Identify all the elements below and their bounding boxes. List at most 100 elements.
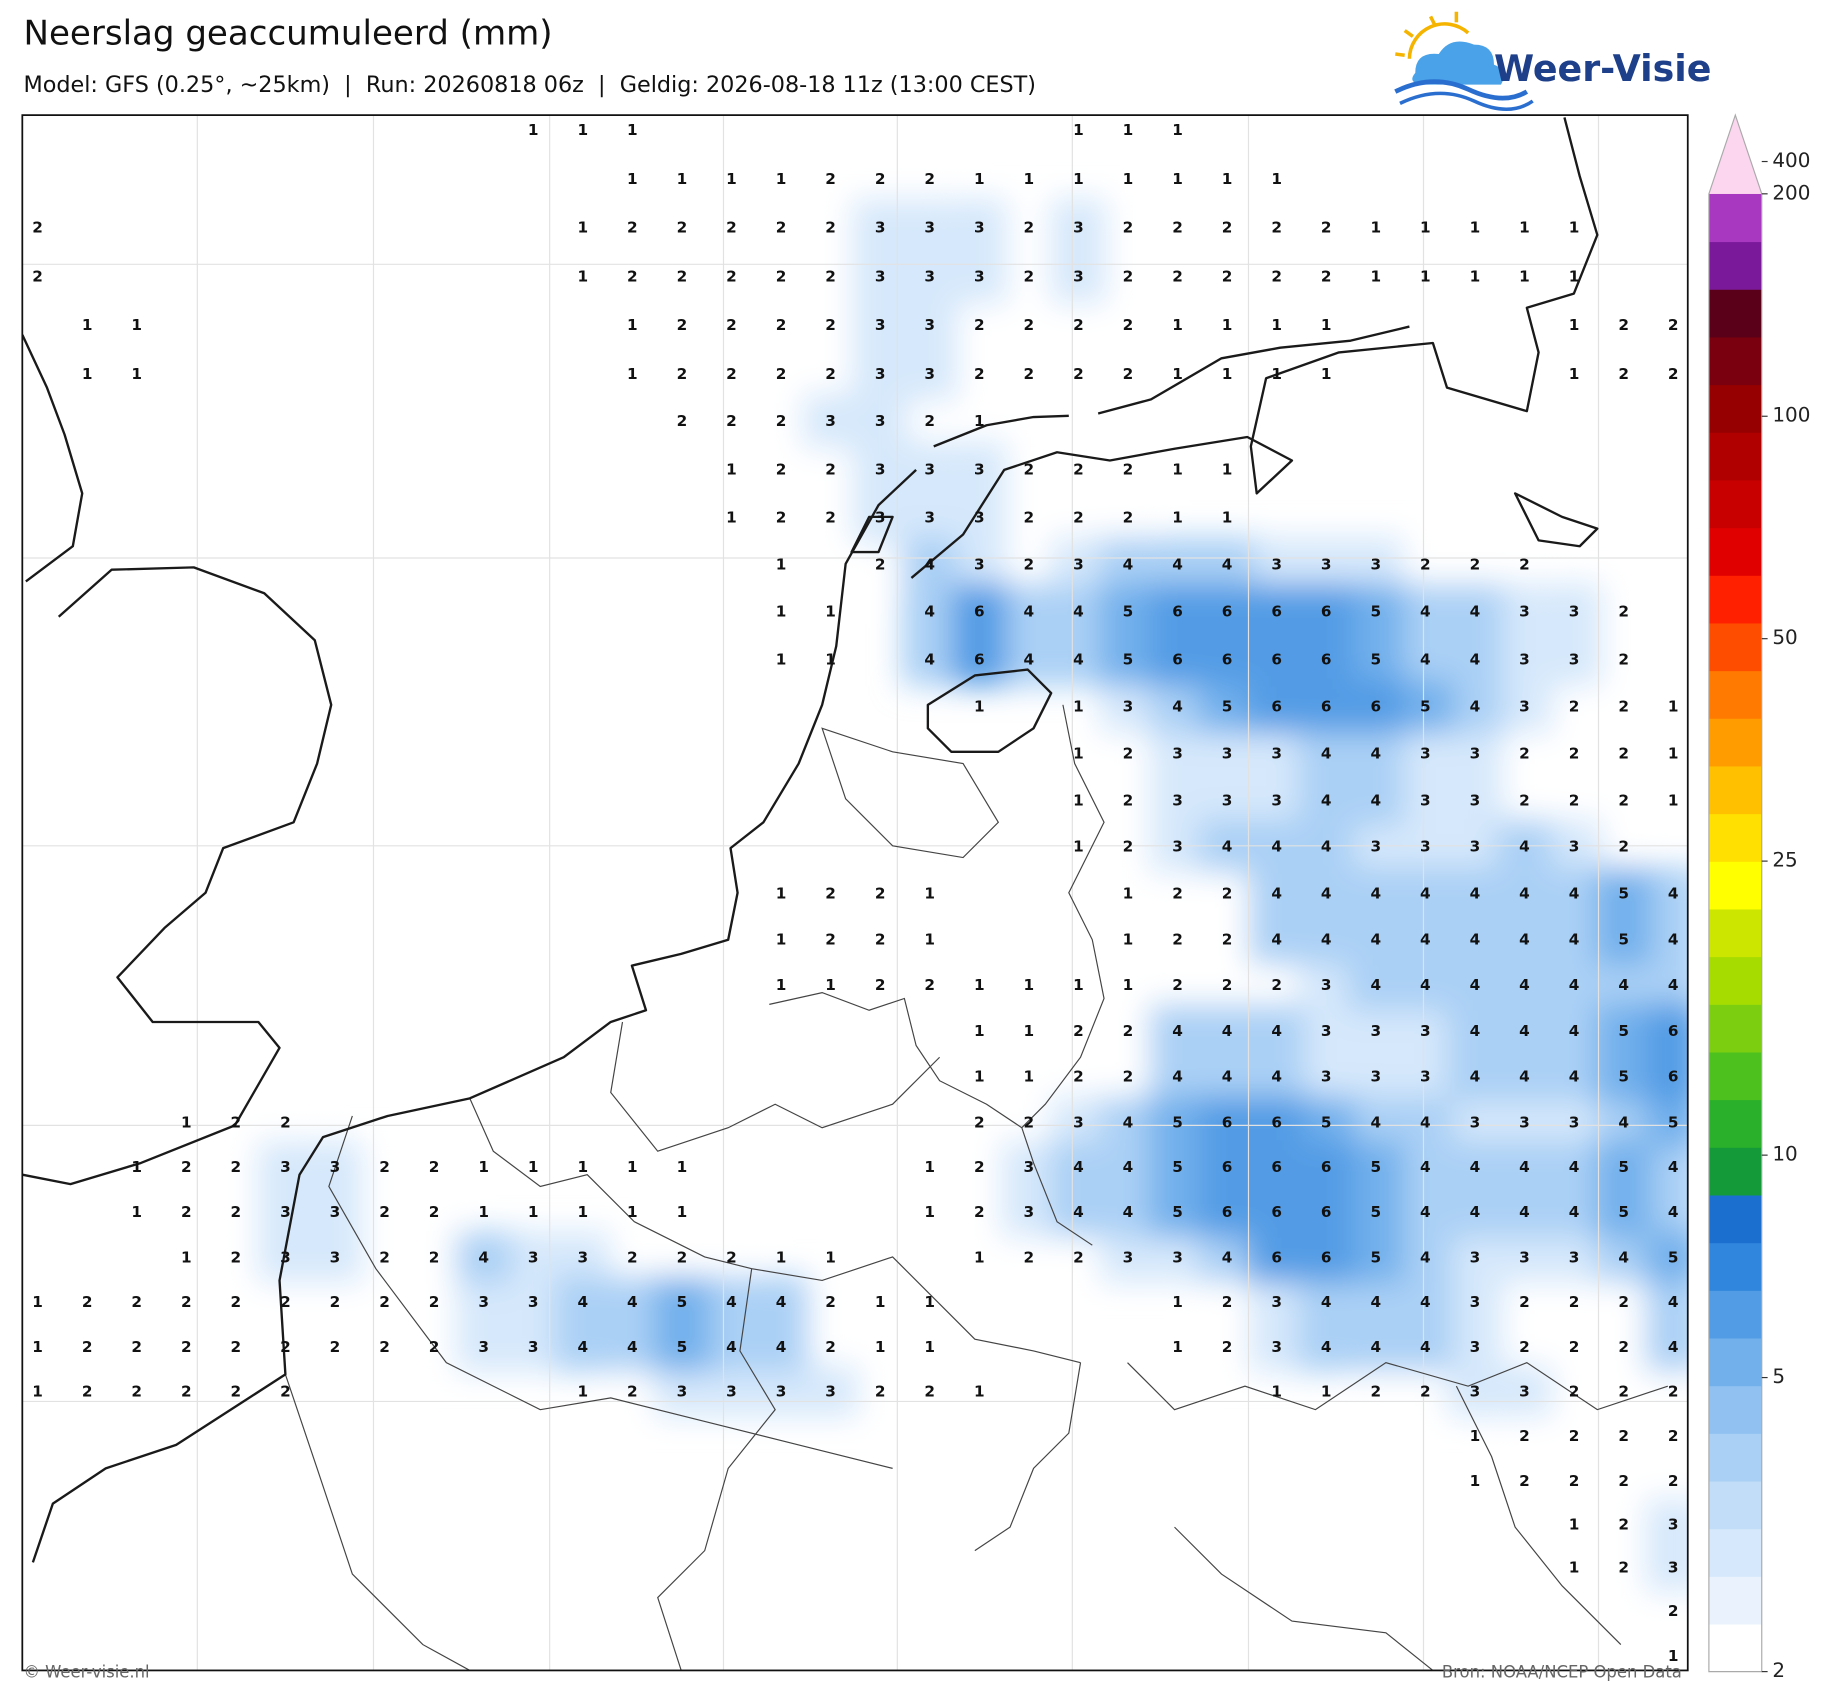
colorbar-segment [1708,479,1762,529]
grid-value: 2 [1073,509,1084,527]
grid-value: 5 [1370,1203,1381,1221]
precip-cell [1198,583,1256,639]
grid-value: 2 [1123,745,1134,763]
grid-value: 1 [1569,1515,1580,1533]
grid-value: 2 [1172,268,1183,286]
grid-value: 3 [1470,745,1481,763]
grid-value: 2 [1618,365,1629,383]
grid-value: 6 [974,651,985,669]
grid-value: 1 [627,170,638,188]
grid-value: 4 [1420,1203,1431,1221]
grid-value: 2 [429,1203,440,1221]
grid-value: 1 [1123,930,1134,948]
precip-cell [1496,957,1553,1011]
precip-cell [1446,631,1504,687]
grid-value: 2 [1222,1338,1233,1356]
grid-value: 3 [1123,1249,1134,1267]
precip-cell [1050,489,1107,544]
precip-cell [1099,1095,1157,1148]
precip-cell [1545,1140,1603,1193]
precip-cell [455,1231,512,1283]
precip-cell [1595,957,1652,1011]
grid-value: 1 [1073,745,1084,763]
grid-value: 1 [1321,365,1332,383]
logo-text: Weer-Visie [1494,47,1711,90]
precip-cell [1050,296,1107,353]
grid-value: 5 [1222,698,1233,716]
grid-value: 1 [875,1338,886,1356]
precip-cell [1545,1095,1603,1148]
precip-cell [1198,957,1256,1011]
precip-cell [1347,1275,1404,1328]
colorbar-segment [1708,861,1762,910]
precip-cell [1645,866,1688,920]
precip-cell [1050,631,1107,687]
grid-value: 4 [1172,698,1183,716]
grid-value: 1 [974,170,985,188]
grid-value: 2 [825,509,836,527]
grid-value: 1 [1073,121,1084,139]
grid-value: 3 [924,509,935,527]
grid-value: 3 [875,218,886,236]
grid-value: 3 [1470,1114,1481,1132]
grid-value: 1 [1569,218,1580,236]
grid-value: 1 [726,460,737,478]
precip-cell [1496,725,1553,781]
grid-value: 4 [1123,556,1134,574]
precip-cell [1298,1231,1355,1283]
grid-value: 3 [1470,1249,1481,1267]
grid-value: 4 [1420,1338,1431,1356]
grid-value: 4 [1321,930,1332,948]
precip-cell [1446,957,1504,1011]
precip-cell [752,441,810,497]
precip-cell [1149,198,1206,255]
colorbar-segment [1708,1433,1762,1482]
grid-value: 2 [379,1203,390,1221]
grid-value: 5 [677,1338,688,1356]
grid-value: 4 [776,1338,787,1356]
colorbar-segment [1708,1576,1762,1625]
grid-value: 2 [1618,1472,1629,1490]
grid-value: 2 [1024,365,1035,383]
precip-cell [1595,1409,1652,1462]
grid-value: 1 [776,170,787,188]
precip-cell [1099,198,1157,255]
precip-cell [1099,248,1157,304]
precip-cell [1198,1003,1256,1057]
grid-value: 1 [627,121,638,139]
colorbar-segment [1708,1290,1762,1339]
precip-cell [951,631,1008,687]
grid-value: 2 [677,218,688,236]
grid-value: 4 [577,1293,588,1311]
grid-value: 5 [1668,1249,1679,1267]
precip-cell [1496,1409,1553,1462]
precip-cell [1595,773,1652,827]
precip-cell [1397,912,1454,966]
precip-cell [802,296,859,353]
grid-value: 2 [974,365,985,383]
precip-cell [1645,1409,1688,1462]
colorbar-segment [1708,1242,1762,1291]
precip-cell [1099,631,1157,687]
grid-value: 4 [1420,1158,1431,1176]
grid-value: 3 [1271,556,1282,574]
precip-cell [1000,489,1058,544]
grid-value: 2 [1222,218,1233,236]
grid-value: 2 [429,1338,440,1356]
grid-value: 3 [924,365,935,383]
grid-value: 1 [1123,884,1134,902]
grid-value: 2 [776,218,787,236]
grid-value: 3 [1172,792,1183,810]
grid-value: 3 [875,460,886,478]
grid-value: 6 [1321,698,1332,716]
grid-value: 1 [1470,1427,1481,1445]
grid-value: 4 [1420,1293,1431,1311]
precip-cell [1050,198,1107,255]
grid-value: 3 [677,1383,688,1401]
grid-value: 4 [1370,976,1381,994]
precip-cell [1000,1184,1058,1238]
grid-value: 4 [1519,1203,1530,1221]
grid-value: 4 [1420,603,1431,621]
grid-value: 5 [1172,1114,1183,1132]
precip-cell [802,1320,859,1373]
